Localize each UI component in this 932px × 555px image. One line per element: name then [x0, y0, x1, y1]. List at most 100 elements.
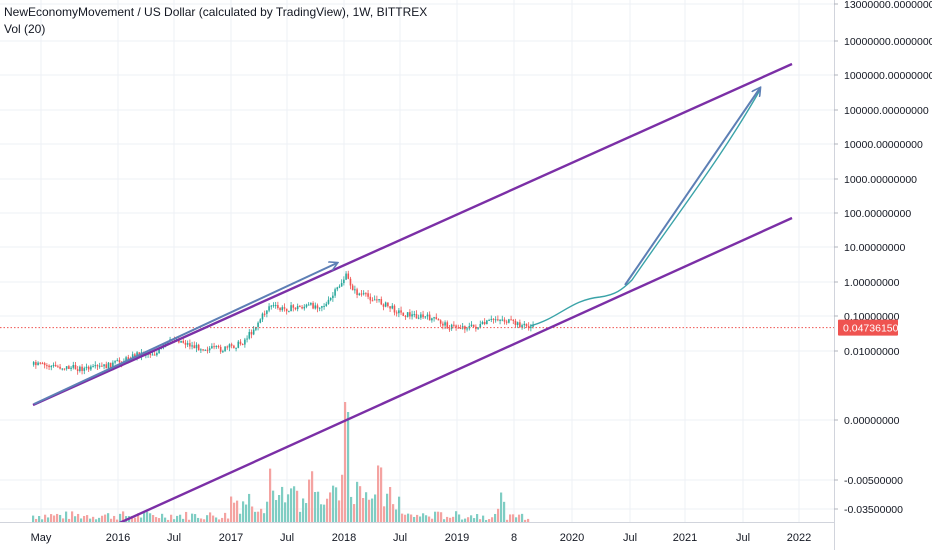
candle-body: [521, 325, 523, 328]
candle-body: [494, 319, 497, 321]
candle-body: [186, 343, 189, 345]
y-tick-label: 1.00000000: [844, 277, 900, 289]
candle-body: [448, 328, 451, 330]
x-tick-label: 2016: [106, 532, 130, 544]
x-tick-label: May: [31, 532, 52, 544]
volume-bar: [185, 511, 188, 522]
candle-body: [65, 366, 68, 369]
candle-body: [153, 354, 156, 356]
projection-arrow[interactable]: [624, 88, 760, 286]
candle-body: [116, 360, 119, 362]
volume-bar: [77, 513, 80, 522]
candle-body: [261, 313, 264, 320]
volume-bar: [74, 516, 77, 522]
volume-bar: [209, 512, 212, 522]
candle-body: [222, 351, 224, 353]
candle-body: [184, 342, 187, 345]
volume-bar: [188, 519, 191, 522]
candle-body: [389, 306, 391, 309]
volume-bar: [506, 519, 509, 522]
candle-body: [488, 319, 490, 321]
candle-body: [41, 363, 44, 365]
candle-body: [270, 305, 273, 307]
volume-bar: [56, 513, 59, 522]
volume-bar: [449, 517, 452, 522]
candle-body: [299, 306, 301, 308]
projection-curve[interactable]: [529, 89, 761, 327]
candle-body: [351, 285, 354, 291]
volume-bar: [335, 487, 338, 522]
candle-body: [481, 322, 484, 325]
candle-body: [323, 305, 325, 307]
candle-body: [508, 319, 510, 323]
candle-body: [94, 365, 97, 367]
candle-body: [343, 279, 345, 284]
volume-bar: [518, 514, 521, 522]
volume-bar: [392, 504, 395, 522]
candle-body: [338, 286, 341, 288]
candle-body: [519, 322, 521, 328]
volume-bar: [263, 513, 266, 522]
candle-body: [406, 312, 409, 317]
candle-body: [483, 322, 486, 325]
volume-bar: [86, 515, 89, 522]
candle-body: [90, 366, 92, 370]
volume-bar: [167, 519, 170, 522]
channel-lower-line[interactable]: [114, 216, 793, 527]
candle-body: [59, 366, 61, 369]
volume-bar: [305, 503, 308, 522]
channel-upper-line[interactable]: [32, 62, 793, 407]
candle-body: [426, 314, 429, 317]
volume-bar: [368, 499, 371, 522]
candle-body: [510, 319, 512, 321]
trend-arrow[interactable]: [33, 263, 337, 405]
volume-bar: [83, 515, 86, 522]
volume-bar: [50, 514, 53, 522]
candle-body: [290, 305, 292, 312]
volume-bar: [59, 514, 62, 522]
volume-bar: [92, 516, 95, 522]
volume-bar: [161, 513, 164, 522]
candle-body: [149, 353, 152, 355]
candle-body: [497, 319, 499, 321]
y-tick-label: 10000000.00000000: [844, 36, 932, 48]
x-tick-label: Jul: [167, 532, 181, 544]
volume-bar: [260, 508, 263, 522]
candle-body: [354, 289, 356, 291]
volume-bar: [527, 518, 530, 522]
candle-body: [477, 327, 479, 329]
candle-body: [501, 319, 504, 321]
volume-bar: [206, 515, 209, 522]
volume-bar: [89, 518, 92, 522]
candle-body: [259, 319, 262, 323]
candle-body: [523, 323, 526, 326]
candle-body: [505, 321, 508, 323]
candle-body: [285, 308, 288, 312]
axis-corner: [835, 523, 932, 551]
volume-bar: [476, 514, 479, 522]
price-axis[interactable]: 13000000.00000000 10000000.00000000 100000…: [834, 0, 932, 550]
candle-body: [422, 314, 424, 318]
current-price-badge: [838, 319, 898, 336]
volume-bar: [68, 518, 71, 522]
volume-bar: [149, 513, 152, 522]
candle-body: [303, 306, 306, 309]
candle-body: [514, 320, 517, 325]
volume-bar: [239, 513, 242, 522]
candle-body: [382, 304, 385, 307]
candle-body: [266, 310, 268, 314]
candle-body: [530, 326, 532, 329]
candle-body: [277, 305, 279, 309]
volume-bar: [350, 496, 353, 522]
candle-body: [156, 353, 158, 356]
time-axis[interactable]: May 2016 Jul 2017 Jul 2018 Jul 2019 8 2020 Jul 2021…: [0, 522, 834, 550]
candle-body: [85, 366, 88, 369]
candle-body: [204, 349, 207, 351]
volume-bar: [113, 515, 116, 522]
volume-bar: [512, 514, 515, 522]
candle-body: [318, 307, 321, 309]
candle-body: [255, 326, 257, 330]
volume-bar: [155, 517, 158, 522]
